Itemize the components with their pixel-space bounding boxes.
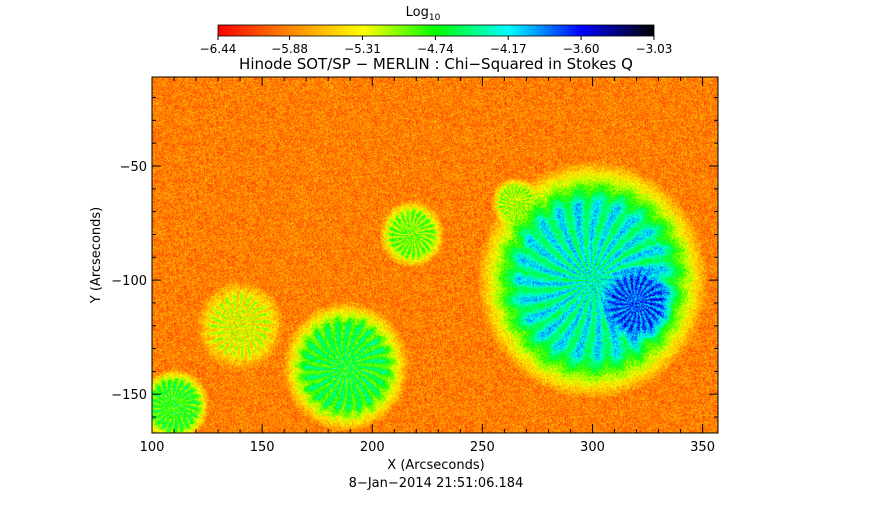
colorbar-tick-label: −5.31 <box>344 42 381 56</box>
colorbar-tick-label: −6.44 <box>200 42 237 56</box>
colorbar-tick-label: −3.60 <box>563 42 600 56</box>
plot-area <box>151 76 719 434</box>
colorbar-ticks: −6.44 −5.88 −5.31 −4.74 −4.17 −3.60 −3.03 <box>200 36 673 56</box>
y-axis-label: Y (Arcseconds) <box>89 207 104 304</box>
y-tick-label: −100 <box>111 274 147 289</box>
plot-frame <box>151 76 719 434</box>
colorbar-tick-label: −4.17 <box>490 42 527 56</box>
y-tick-label: −150 <box>111 388 147 403</box>
colorbar-title: Log10 <box>406 5 441 23</box>
colorbar-tick-label: −4.74 <box>417 42 454 56</box>
colorbar-tick-label: −5.88 <box>271 42 308 56</box>
heatmap-image <box>152 77 718 433</box>
y-tick-label: −50 <box>120 160 147 175</box>
colorbar-tick-label: −3.03 <box>636 42 673 56</box>
x-tick-label: 300 <box>580 440 605 455</box>
timestamp: 8−Jan−2014 21:51:06.184 <box>349 476 524 491</box>
y-axis: −50 −100 −150 <box>111 97 718 418</box>
colorbar-gradient <box>217 24 655 37</box>
x-tick-label: 350 <box>690 440 715 455</box>
x-tick-label: 250 <box>470 440 495 455</box>
x-tick-label: 100 <box>140 440 165 455</box>
colorbar: Log10 −6.44 −5.88 −5.31 −4.74 −4.17 −3.60 −3.0… <box>200 5 673 56</box>
x-tick-label: 200 <box>360 440 385 455</box>
x-axis: 100 150 200 250 300 350 <box>140 77 715 455</box>
chart-title: Hinode SOT/SP − MERLIN : Chi−Squared in … <box>239 55 633 73</box>
x-tick-label: 150 <box>250 440 275 455</box>
x-axis-label: X (Arcseconds) <box>387 458 484 473</box>
